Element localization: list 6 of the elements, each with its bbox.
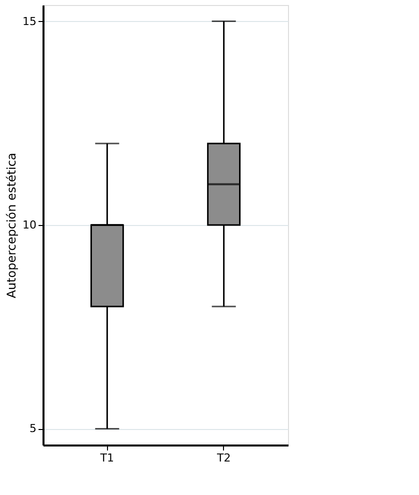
- x-tick-label: T2: [216, 452, 231, 464]
- y-tick-label: 15: [22, 14, 36, 28]
- y-tick-label: 10: [22, 218, 36, 232]
- y-axis-title: Autopercepción estética: [4, 152, 19, 298]
- x-tick-label: T1: [99, 452, 114, 464]
- y-tick-label: 5: [30, 422, 36, 436]
